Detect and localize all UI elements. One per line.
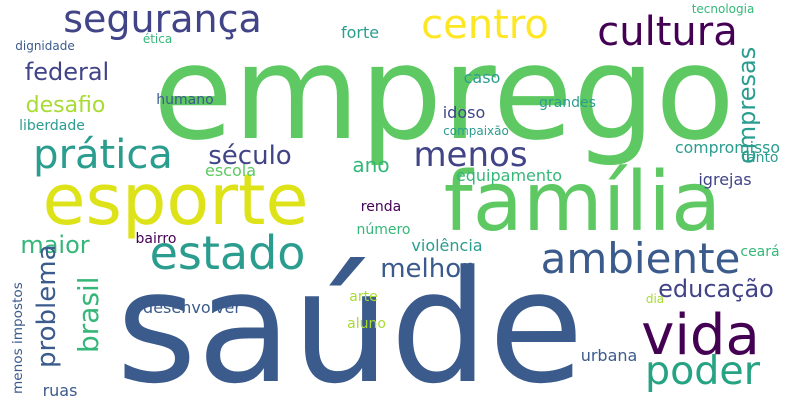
word-ruas: ruas: [42, 381, 78, 400]
word-caso: caso: [463, 68, 501, 87]
word-ceara: ceará: [740, 244, 780, 260]
word-forte: forte: [340, 23, 380, 42]
word-renda: renda: [360, 199, 402, 215]
word-tanto: tanto: [741, 150, 779, 166]
word-urbana: urbana: [580, 346, 638, 365]
word-numero: número: [356, 222, 411, 238]
word-poder: poder: [645, 348, 760, 395]
word-desenvolver: desenvolver: [143, 298, 241, 317]
word-ano: ano: [352, 153, 390, 177]
word-esporte: esporte: [42, 159, 309, 241]
word-igrejas: igrejas: [698, 170, 752, 189]
word-compromisso: compromisso: [675, 138, 780, 158]
word-idoso: idoso: [442, 103, 486, 122]
word-federal: federal: [24, 58, 110, 86]
word-brasil: brasil: [72, 276, 105, 354]
word-educacao: educação: [658, 275, 774, 303]
word-tecnologia: tecnologia: [691, 2, 755, 16]
word-liberdade: liberdade: [19, 118, 85, 134]
word-grandes: grandes: [539, 95, 596, 111]
word-familia: família: [443, 155, 722, 250]
word-vida: vida: [641, 303, 760, 368]
word-desafio: desafio: [25, 93, 106, 118]
word-escola: escola: [204, 161, 256, 180]
word-etica: ética: [142, 32, 173, 46]
word-centro: centro: [421, 2, 549, 48]
word-melhor: melhor: [380, 254, 472, 284]
word-cultura: cultura: [597, 9, 738, 55]
word-saude: saúde: [116, 237, 584, 400]
word-equipamento: equipamento: [455, 166, 563, 185]
word-dignidade: dignidade: [15, 39, 75, 53]
word-dia: dia: [645, 292, 665, 306]
word-ambiente: ambiente: [540, 234, 741, 283]
word-seculo: século: [208, 141, 292, 171]
word-arte: arte: [349, 289, 378, 305]
word-menos: menos: [413, 135, 528, 175]
word-estado: estado: [149, 226, 306, 280]
word-maior: maior: [20, 231, 90, 259]
word-seguranca: segurança: [63, 0, 262, 41]
word-compaixao: compaixão: [443, 124, 509, 138]
word-bairro: bairro: [135, 231, 177, 247]
word-humano: humano: [156, 92, 214, 108]
word-menos-impostos: menos impostos: [10, 282, 27, 394]
word-problema: problema: [32, 244, 62, 368]
word-violencia: violência: [411, 236, 483, 255]
word-pratica: prática: [33, 132, 173, 178]
word-emprego: emprego: [153, 17, 735, 169]
word-aluno: aluno: [347, 316, 386, 332]
